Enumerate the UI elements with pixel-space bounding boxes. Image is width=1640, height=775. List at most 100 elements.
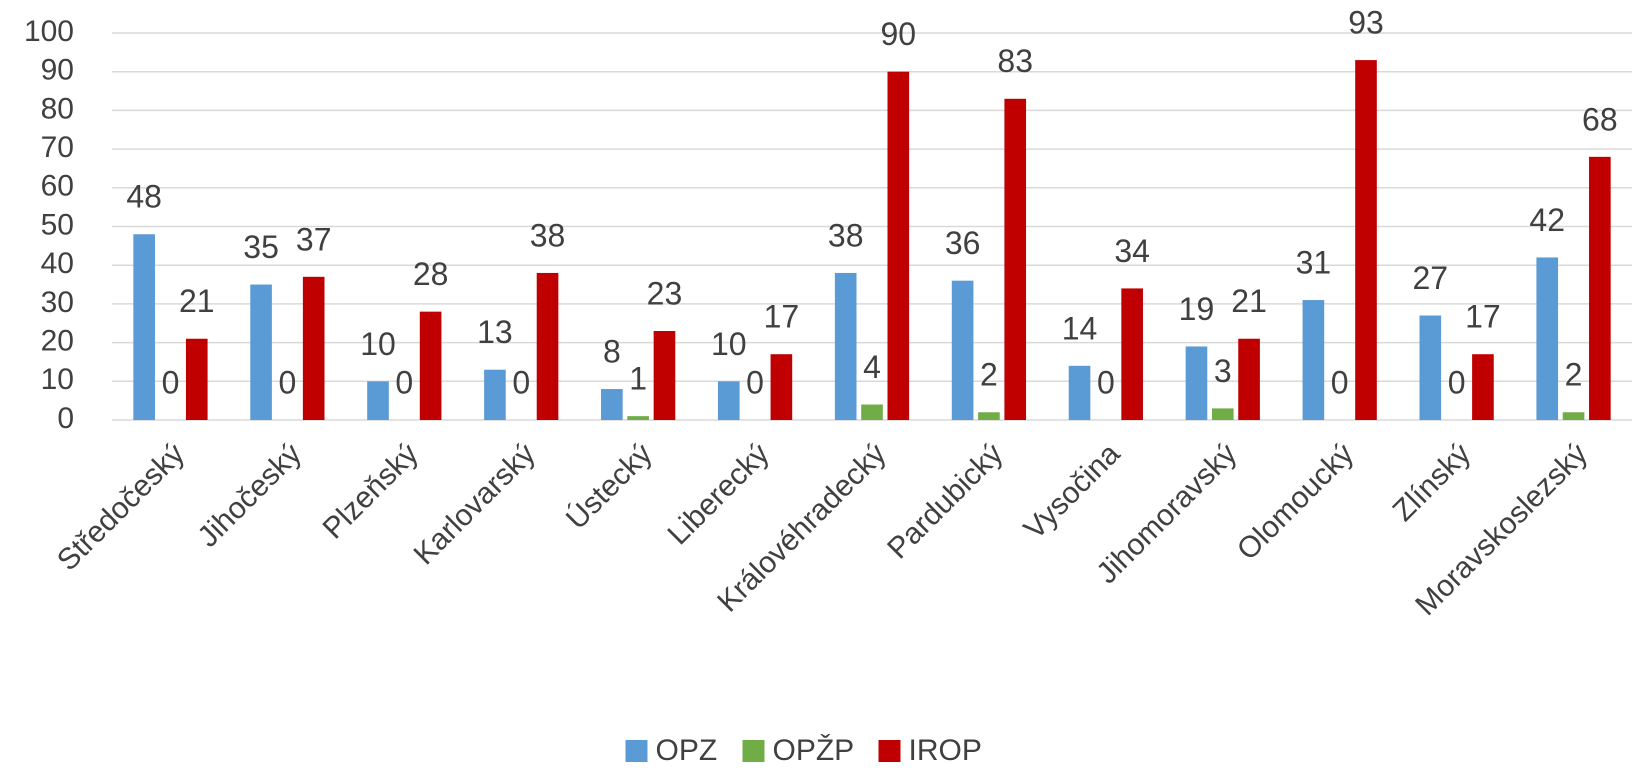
bar bbox=[717, 381, 740, 420]
y-tick-label: 100 bbox=[24, 15, 74, 48]
value-label: 35 bbox=[243, 229, 279, 265]
bar bbox=[1355, 60, 1377, 421]
value-label: 23 bbox=[647, 275, 683, 311]
value-label: 0 bbox=[1097, 364, 1115, 400]
value-label: 4 bbox=[863, 349, 881, 385]
legend-label: OPZ bbox=[656, 734, 718, 767]
bar bbox=[1004, 98, 1027, 420]
x-tick: Olomoucký bbox=[1231, 437, 1360, 566]
bar bbox=[1068, 365, 1091, 420]
x-tick-label: Liberecký bbox=[661, 437, 775, 551]
x-tick: Plzeňský bbox=[317, 437, 425, 545]
y-tick-label: 90 bbox=[41, 54, 74, 87]
y-tick-label: 0 bbox=[57, 402, 74, 435]
bar bbox=[367, 381, 389, 420]
value-label: 21 bbox=[1231, 283, 1267, 319]
x-tick-label: Ústecký bbox=[560, 437, 659, 536]
x-tick-label: Zlínský bbox=[1387, 437, 1478, 528]
value-label: 3 bbox=[1214, 353, 1232, 389]
y-tick-label: 60 bbox=[41, 170, 74, 203]
y-tick-label: 10 bbox=[41, 363, 74, 396]
bar bbox=[419, 311, 442, 420]
x-tick: Liberecký bbox=[661, 437, 775, 551]
x-tick-label: Pardubický bbox=[881, 437, 1009, 565]
value-label: 14 bbox=[1062, 310, 1098, 346]
value-label: 10 bbox=[360, 326, 396, 362]
bar bbox=[185, 338, 208, 420]
value-label: 28 bbox=[413, 256, 449, 292]
value-label: 0 bbox=[278, 364, 296, 400]
value-label: 21 bbox=[179, 283, 215, 319]
value-label: 0 bbox=[1331, 364, 1349, 400]
bar bbox=[1185, 346, 1208, 420]
bar bbox=[653, 330, 676, 420]
bar bbox=[1121, 288, 1143, 420]
bar bbox=[250, 284, 272, 420]
y-tick-label: 80 bbox=[41, 92, 74, 125]
y-tick-label: 50 bbox=[41, 208, 74, 241]
x-tick: Karlovarský bbox=[408, 437, 542, 571]
bar bbox=[1472, 354, 1494, 420]
value-label: 90 bbox=[881, 16, 917, 52]
value-label: 0 bbox=[746, 364, 764, 400]
x-tick-label: Plzeňský bbox=[317, 437, 425, 545]
bar bbox=[1419, 315, 1442, 420]
y-tick-label: 70 bbox=[41, 131, 74, 164]
y-tick-label: 20 bbox=[41, 325, 74, 358]
y-tick-label: 40 bbox=[41, 247, 74, 280]
value-label: 19 bbox=[1179, 291, 1215, 327]
x-tick-label: Olomoucký bbox=[1231, 437, 1360, 566]
bar bbox=[1562, 412, 1585, 420]
legend-label: OPŽP bbox=[773, 734, 855, 767]
value-label: 0 bbox=[162, 364, 180, 400]
legend-swatch bbox=[742, 740, 765, 762]
bar bbox=[484, 369, 506, 420]
legend-label: IROP bbox=[909, 734, 982, 767]
bar bbox=[1211, 408, 1234, 420]
bar bbox=[302, 276, 325, 420]
value-label: 0 bbox=[512, 364, 530, 400]
value-label: 0 bbox=[395, 364, 413, 400]
value-label: 13 bbox=[477, 314, 513, 350]
bar bbox=[770, 354, 793, 420]
x-tick: Zlínský bbox=[1387, 437, 1478, 528]
bar bbox=[887, 71, 910, 420]
value-label: 34 bbox=[1114, 233, 1150, 269]
bar bbox=[834, 272, 857, 420]
value-label: 37 bbox=[296, 221, 332, 257]
value-label: 17 bbox=[1465, 299, 1501, 335]
bar bbox=[1302, 300, 1325, 420]
bar bbox=[978, 412, 1000, 420]
value-label: 0 bbox=[1448, 364, 1466, 400]
value-label: 36 bbox=[945, 225, 981, 261]
x-tick-label: Jihočeský bbox=[191, 437, 307, 553]
y-tick-label: 30 bbox=[41, 286, 74, 319]
value-label: 83 bbox=[997, 43, 1033, 79]
value-label: 27 bbox=[1413, 260, 1449, 296]
value-label: 48 bbox=[126, 179, 162, 215]
value-label: 31 bbox=[1296, 244, 1332, 280]
bar bbox=[536, 272, 559, 420]
x-tick-label: Středočeský bbox=[51, 437, 191, 577]
value-label: 42 bbox=[1529, 202, 1565, 238]
value-label: 17 bbox=[764, 299, 800, 335]
bar bbox=[1238, 338, 1260, 420]
bar bbox=[133, 234, 155, 420]
bar bbox=[951, 280, 974, 420]
value-label: 8 bbox=[603, 333, 621, 369]
bar bbox=[627, 416, 649, 420]
value-label: 10 bbox=[711, 326, 747, 362]
value-label: 2 bbox=[1565, 357, 1583, 393]
value-label: 38 bbox=[828, 217, 864, 253]
value-label: 38 bbox=[530, 217, 566, 253]
x-tick: Ústecký bbox=[560, 437, 659, 536]
x-tick: Vysočina bbox=[1018, 437, 1127, 546]
value-label: 93 bbox=[1348, 5, 1384, 41]
legend-swatch bbox=[878, 740, 901, 762]
x-tick: Jihočeský bbox=[191, 437, 307, 553]
bar bbox=[1589, 156, 1611, 420]
value-label: 1 bbox=[629, 361, 647, 397]
bar bbox=[861, 404, 883, 420]
bar bbox=[601, 389, 623, 420]
